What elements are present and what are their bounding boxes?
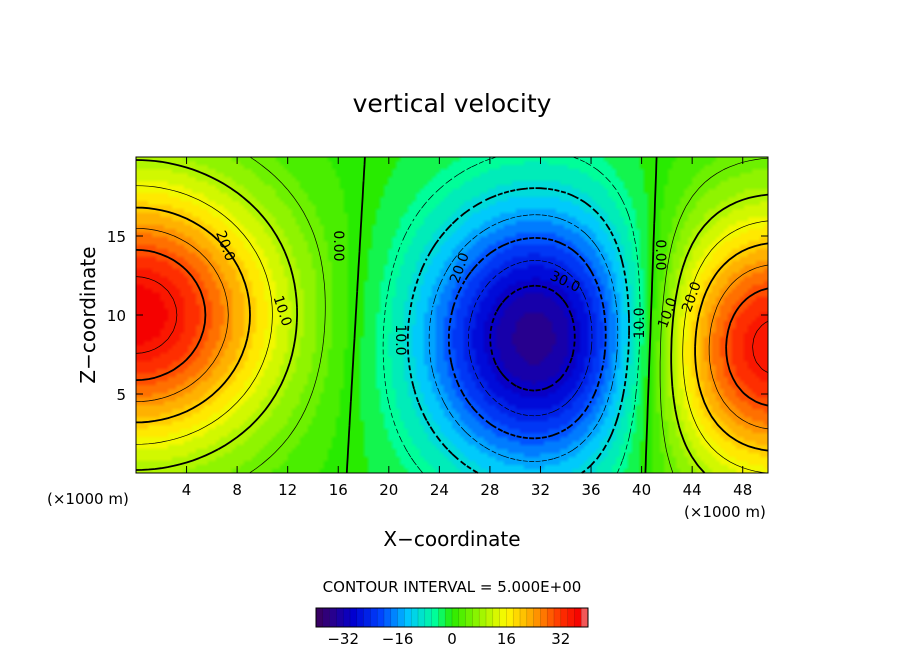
- contour-line: [467, 260, 593, 417]
- colorbar-tick-label: −16: [382, 630, 414, 648]
- colorbar-cell: [322, 608, 330, 627]
- colorbar-cell: [397, 608, 405, 627]
- x-tick-label: 40: [632, 481, 651, 499]
- colorbar-cell: [554, 608, 562, 627]
- colorbar-cell: [343, 608, 351, 627]
- contour-label: 0.00: [652, 239, 668, 270]
- colorbar-cell: [370, 608, 378, 627]
- x-unit-label-left: (×1000 m): [47, 490, 129, 508]
- contour-line: [135, 227, 769, 430]
- colorbar-cell: [540, 608, 548, 627]
- colorbar-ticks: −32 −16 0 16 32: [327, 630, 570, 648]
- y-axis-label: Z−coordinate: [76, 246, 100, 383]
- colorbar-cell: [472, 608, 480, 627]
- colorbar-cell: [390, 608, 398, 627]
- x-tick-label: 8: [232, 481, 242, 499]
- colorbar-cells: [315, 608, 589, 627]
- colorbar-cell: [438, 608, 446, 627]
- colorbar-frame: [315, 607, 589, 628]
- colorbar-cell: [520, 608, 528, 627]
- contour-line: [135, 206, 769, 452]
- x-axis: 4 8 12 16 20 24 28 32 36 40 44 48: [182, 157, 752, 499]
- colorbar-tick-label: −32: [327, 630, 359, 648]
- x-tick-label: 28: [480, 481, 499, 499]
- chart-title: vertical velocity: [353, 89, 552, 118]
- contour-line: [447, 237, 607, 440]
- colorbar-tick-label: 32: [551, 630, 570, 648]
- colorbar-cell: [499, 608, 507, 627]
- colorbar-cell: [384, 608, 392, 627]
- x-tick-label: 36: [581, 481, 600, 499]
- x-tick-label: 16: [329, 481, 348, 499]
- colorbar-cell: [363, 608, 371, 627]
- colorbar-tick-label: 16: [497, 630, 516, 648]
- colorbar-cell: [377, 608, 385, 627]
- colorbar-cell: [486, 608, 494, 627]
- contour-line: [406, 187, 630, 474]
- colorbar-cell: [547, 608, 555, 627]
- contour-line: [135, 249, 769, 407]
- colorbar-cell: [581, 608, 589, 627]
- colorbar-tick-label: 0: [447, 630, 457, 648]
- contour-line: [135, 185, 769, 474]
- contour-line: [345, 156, 658, 474]
- colorbar-cell: [465, 608, 473, 627]
- y-tick-label: 15: [107, 228, 126, 246]
- contour-lines: [135, 156, 769, 474]
- colorbar-cell: [356, 608, 364, 627]
- contour-label: 0.00: [330, 230, 346, 261]
- colorbar-cell: [411, 608, 419, 627]
- contour-label: 10.0: [632, 307, 648, 338]
- colorbar-cell: [431, 608, 439, 627]
- colorbar-cell: [445, 608, 453, 627]
- contour-line: [382, 156, 641, 474]
- x-tick-label: 44: [683, 481, 702, 499]
- contour-interval-text: CONTOUR INTERVAL = 5.000E+00: [323, 578, 582, 596]
- colorbar-cell: [506, 608, 514, 627]
- x-tick-label: 32: [531, 481, 550, 499]
- contour-line: [135, 276, 769, 374]
- colorbar-cell: [350, 608, 358, 627]
- x-unit-label-right: (×1000 m): [684, 503, 766, 521]
- colorbar-cell: [316, 608, 324, 627]
- contour-label: 10.0: [392, 324, 408, 355]
- contour-line: [135, 159, 769, 474]
- colorbar-cell: [513, 608, 521, 627]
- x-tick-label: 4: [182, 481, 192, 499]
- colorbar-cell: [479, 608, 487, 627]
- colorbar-cell: [458, 608, 466, 627]
- y-tick-label: 5: [116, 386, 126, 404]
- colorbar-cell: [336, 608, 344, 627]
- colorbar-cell: [418, 608, 426, 627]
- colorbar: −32 −16 0 16 32: [315, 607, 589, 648]
- colorbar-cell: [574, 608, 582, 627]
- colorbar-cell: [404, 608, 412, 627]
- x-tick-label: 48: [733, 481, 752, 499]
- x-tick-label: 20: [379, 481, 398, 499]
- colorbar-cell: [424, 608, 432, 627]
- colorbar-cell: [526, 608, 534, 627]
- colorbar-cell: [567, 608, 575, 627]
- contour-line: [489, 284, 576, 392]
- y-axis: 5 10 15: [107, 228, 768, 404]
- x-axis-label: X−coordinate: [383, 527, 520, 551]
- x-tick-label: 12: [278, 481, 297, 499]
- y-tick-label: 10: [107, 307, 126, 325]
- colorbar-cell: [533, 608, 541, 627]
- contour-line: [428, 214, 619, 462]
- colorbar-cell: [452, 608, 460, 627]
- colorbar-cell: [560, 608, 568, 627]
- colorbar-cell: [329, 608, 337, 627]
- x-tick-label: 24: [430, 481, 449, 499]
- colorbar-cell: [492, 608, 500, 627]
